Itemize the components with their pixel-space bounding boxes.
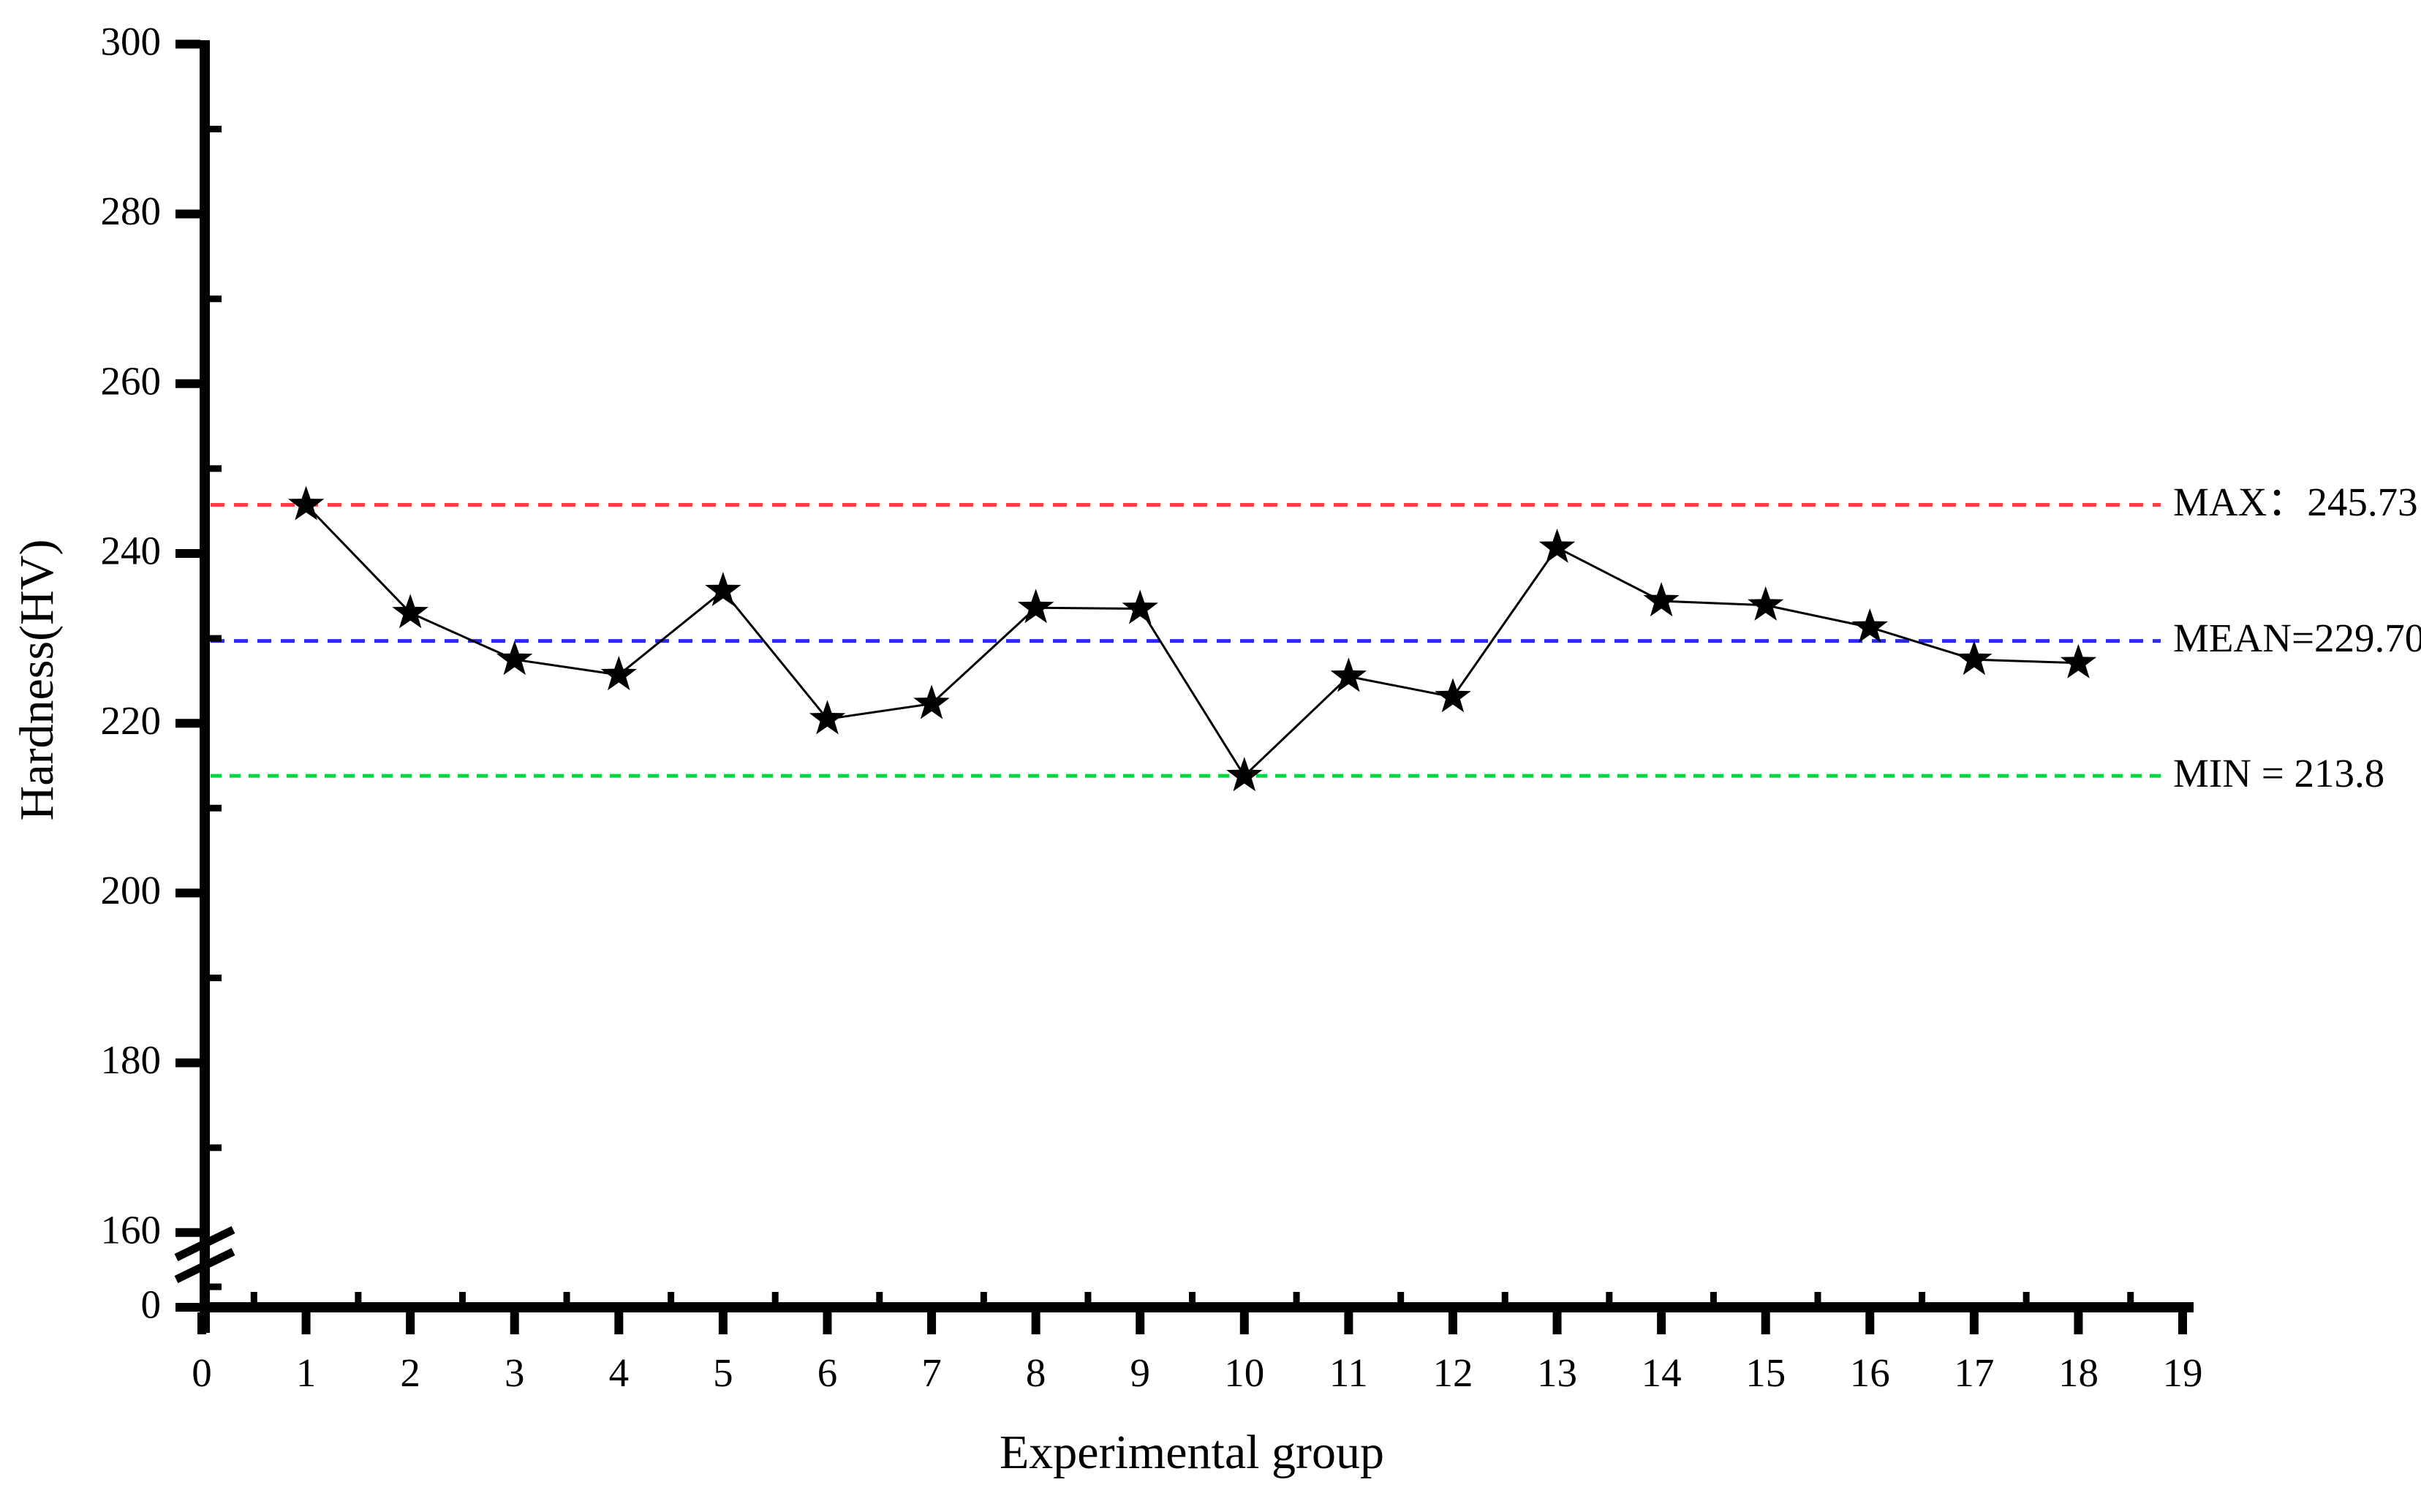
y-axis-label-240: 240: [101, 529, 162, 573]
x-axis-label-7: 7: [921, 1350, 942, 1395]
x-axis-label-11: 11: [1329, 1350, 1368, 1395]
data-point-star-1: [287, 485, 325, 521]
x-axis-label-15: 15: [1745, 1350, 1786, 1395]
y-axis-label-180: 180: [101, 1037, 162, 1082]
data-point-star-14: [1643, 582, 1680, 617]
x-axis-label-16: 16: [1850, 1350, 1890, 1395]
axes-layer: [174, 40, 2194, 1333]
y-axis-break-slash-1: [174, 1226, 235, 1261]
data-point-star-11: [1330, 657, 1367, 692]
max-reference-label: MAX：245.73: [2173, 480, 2418, 524]
x-axis-label-14: 14: [1642, 1350, 1682, 1395]
x-axis-label-9: 9: [1130, 1350, 1150, 1395]
data-point-star-7: [913, 684, 950, 719]
mean-reference-label: MEAN=229.70: [2173, 616, 2421, 660]
data-point-star-9: [1122, 589, 1158, 624]
y-axis-label-260: 260: [101, 358, 162, 403]
x-axis-label-4: 4: [609, 1350, 630, 1395]
y-axis-label-280: 280: [101, 189, 162, 233]
data-point-star-10: [1226, 757, 1263, 792]
y-axis-label-220: 220: [101, 698, 162, 743]
data-point-star-3: [496, 640, 533, 676]
data-point-star-16: [1851, 608, 1888, 643]
x-axis-label-10: 10: [1224, 1350, 1264, 1395]
x-axis-label-19: 19: [2163, 1350, 2203, 1395]
x-axis-label-5: 5: [713, 1350, 733, 1395]
x-axis-label-3: 3: [505, 1350, 525, 1395]
x-axis-label-0: 0: [192, 1350, 212, 1395]
data-point-star-6: [809, 700, 846, 735]
x-axis-label-12: 12: [1432, 1350, 1473, 1395]
data-point-star-17: [1956, 640, 1993, 676]
hardness-series-line: [305, 504, 2079, 778]
data-point-star-12: [1435, 678, 1471, 713]
y-axis-label-160: 160: [101, 1207, 162, 1252]
y-axis-label-300: 300: [101, 19, 162, 64]
data-series-layer: [287, 485, 2097, 792]
data-point-star-15: [1748, 586, 1784, 621]
y-axis-label-200: 200: [101, 868, 162, 912]
data-point-star-18: [2060, 643, 2097, 678]
x-axis-label-6: 6: [817, 1350, 838, 1395]
x-axis-label-13: 13: [1537, 1350, 1577, 1395]
reference-lines-layer: MAX：245.73 MEAN=229.70 MIN = 213.8: [211, 480, 2421, 795]
x-axis-label-18: 18: [2058, 1350, 2099, 1395]
y-axis-break-slash-2: [174, 1248, 235, 1283]
data-point-star-13: [1538, 528, 1576, 563]
min-reference-label: MIN = 213.8: [2173, 751, 2384, 795]
x-axis-label-8: 8: [1026, 1350, 1046, 1395]
y-axis-label-0: 0: [141, 1282, 162, 1327]
data-point-star-8: [1017, 589, 1054, 624]
y-axis-title: Hardness(HV): [10, 540, 64, 821]
data-point-star-5: [705, 572, 741, 607]
data-point-star-4: [600, 656, 637, 691]
x-axis-title: Experimental group: [1000, 1426, 1384, 1479]
x-axis-label-2: 2: [400, 1350, 420, 1395]
x-axis-label-1: 1: [296, 1350, 317, 1395]
x-axis-label-17: 17: [1954, 1350, 1994, 1395]
data-point-star-2: [392, 594, 428, 629]
